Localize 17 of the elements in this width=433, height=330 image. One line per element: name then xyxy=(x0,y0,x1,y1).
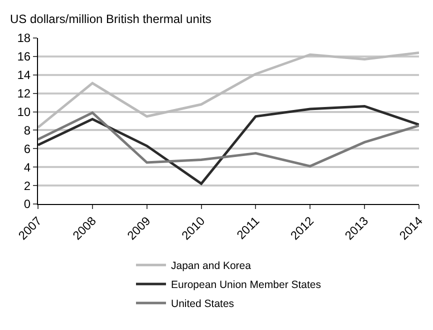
y-tick-label: 6 xyxy=(24,142,31,156)
y-tick-label: 0 xyxy=(24,197,31,212)
legend-label: United States xyxy=(171,298,234,310)
line-series xyxy=(38,104,419,185)
y-tick-label: 8 xyxy=(24,123,31,138)
y-tick-label: 12 xyxy=(17,86,31,101)
line-series xyxy=(38,52,419,129)
line-series xyxy=(38,111,419,168)
y-tick-label: 16 xyxy=(17,50,31,64)
y-tick-label: 14 xyxy=(17,68,31,82)
y-tick-label: 2 xyxy=(24,178,31,193)
y-tick-label: 10 xyxy=(17,104,31,119)
y-axis-title: US dollars/million British thermal units xyxy=(10,12,212,26)
legend-label: European Union Member States xyxy=(171,279,321,292)
y-tick-label: 18 xyxy=(17,31,31,46)
legend-label: Japan and Korea xyxy=(171,260,252,272)
y-tick-label: 4 xyxy=(24,160,31,174)
